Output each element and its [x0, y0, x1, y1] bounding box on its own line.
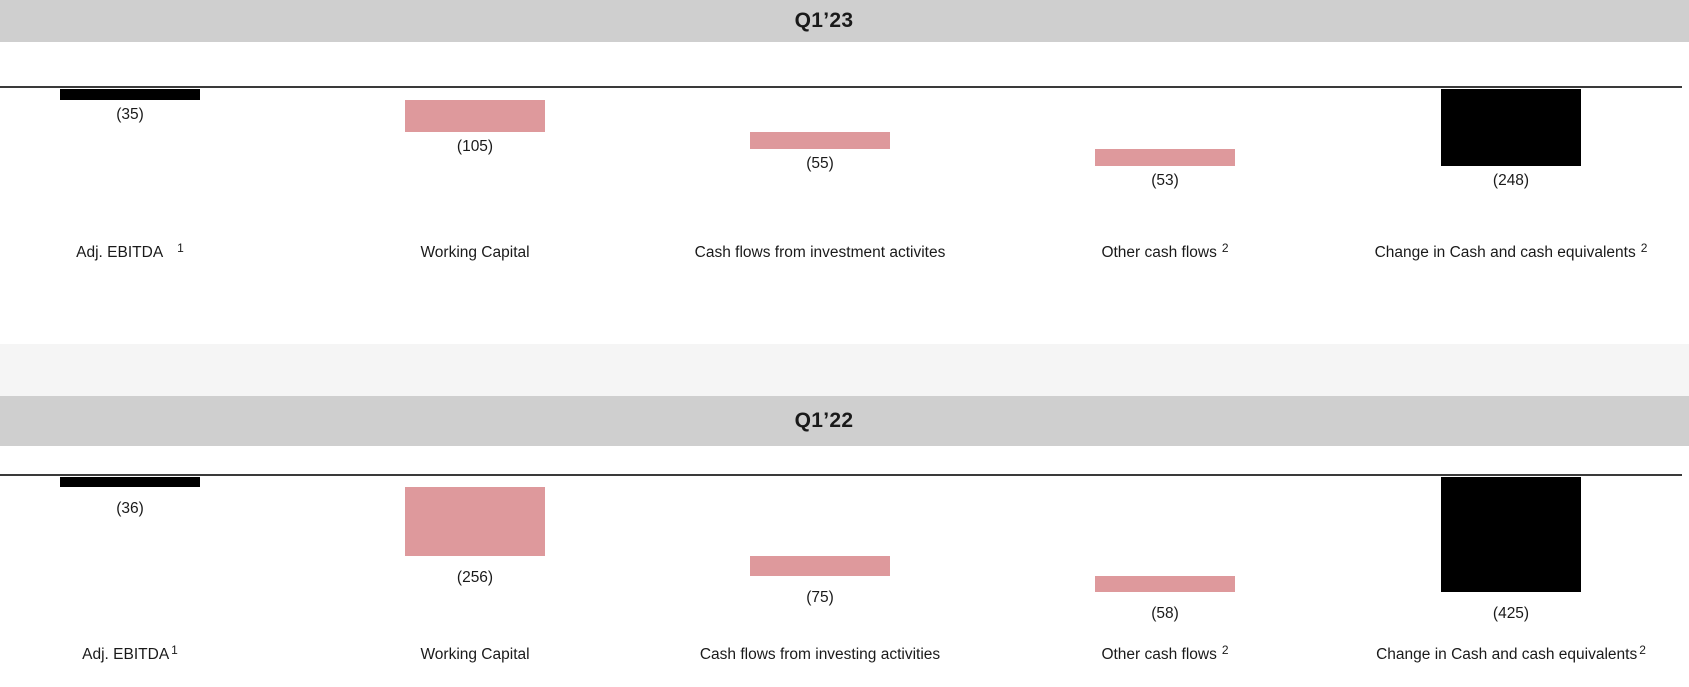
chart-title-q1-22: Q1’22 [794, 409, 854, 432]
category-label: Adj. EBITDA 1 [0, 643, 302, 664]
waterfall-bar [1095, 149, 1235, 166]
chart-header-q1-23: Q1’23 [0, 0, 1689, 42]
waterfall-bar [1441, 477, 1581, 592]
category-label: Adj. EBITDA 1 [0, 241, 302, 262]
waterfall-bar [1441, 89, 1581, 166]
waterfall-bar [405, 486, 545, 556]
category-label: Change in Cash and cash equivalents 2 [1339, 643, 1683, 664]
category-label-text: Adj. EBITDA [76, 244, 164, 261]
bar-value-label: (55) [806, 155, 834, 173]
waterfall-bar [750, 132, 890, 150]
bar-value-label: (58) [1151, 604, 1179, 622]
bar-value-label: (105) [456, 138, 494, 156]
category-label-text: Change in Cash and cash equivalents [1374, 244, 1636, 261]
category-label-text: Other cash flows [1101, 244, 1217, 261]
chart-title-q1-23: Q1’23 [794, 9, 854, 32]
category-label-text: Cash flows from investment activites [694, 244, 946, 261]
bar-value-label: (425) [1492, 604, 1530, 622]
category-label: Other cash flows 2 [993, 643, 1337, 664]
waterfall-bar [1095, 576, 1235, 592]
divider-band [0, 344, 1689, 396]
footnote-marker: 2 [1640, 241, 1648, 255]
waterfall-bar [405, 99, 545, 133]
category-label: Change in Cash and cash equivalents 2 [1339, 241, 1683, 262]
category-label-text: Cash flows from investing activities [699, 646, 941, 663]
category-label-text: Other cash flows [1101, 646, 1217, 663]
footnote-marker: 1 [171, 643, 178, 657]
category-label: Cash flows from investing activities [648, 646, 992, 664]
waterfall-bar [750, 555, 890, 577]
category-label: Working Capital [303, 646, 647, 664]
waterfall-bar [60, 477, 200, 487]
category-label-text: Change in Cash and cash equivalents [1376, 646, 1638, 663]
baseline-axis-q1-22 [0, 474, 1682, 476]
bar-value-label: (35) [116, 105, 144, 123]
footnote-marker: 2 [1221, 241, 1229, 255]
footnote-marker: 1 [177, 241, 184, 255]
waterfall-bar [60, 89, 200, 100]
footnote-marker: 2 [1639, 643, 1646, 657]
bar-value-label: (53) [1151, 171, 1179, 189]
bar-value-label: (75) [806, 589, 834, 607]
category-label: Other cash flows 2 [993, 241, 1337, 262]
category-label-text: Adj. EBITDA [82, 646, 170, 663]
category-label-text: Working Capital [420, 244, 530, 261]
bar-value-label: (256) [456, 568, 494, 586]
footnote-marker: 2 [1221, 643, 1229, 657]
chart-header-q1-22: Q1’22 [0, 396, 1689, 446]
category-label: Working Capital [303, 244, 647, 262]
baseline-axis-q1-23 [0, 86, 1682, 88]
bar-value-label: (248) [1492, 171, 1530, 189]
category-label-text: Working Capital [420, 646, 530, 663]
bar-value-label: (36) [116, 499, 144, 517]
category-label: Cash flows from investment activites [648, 244, 992, 262]
